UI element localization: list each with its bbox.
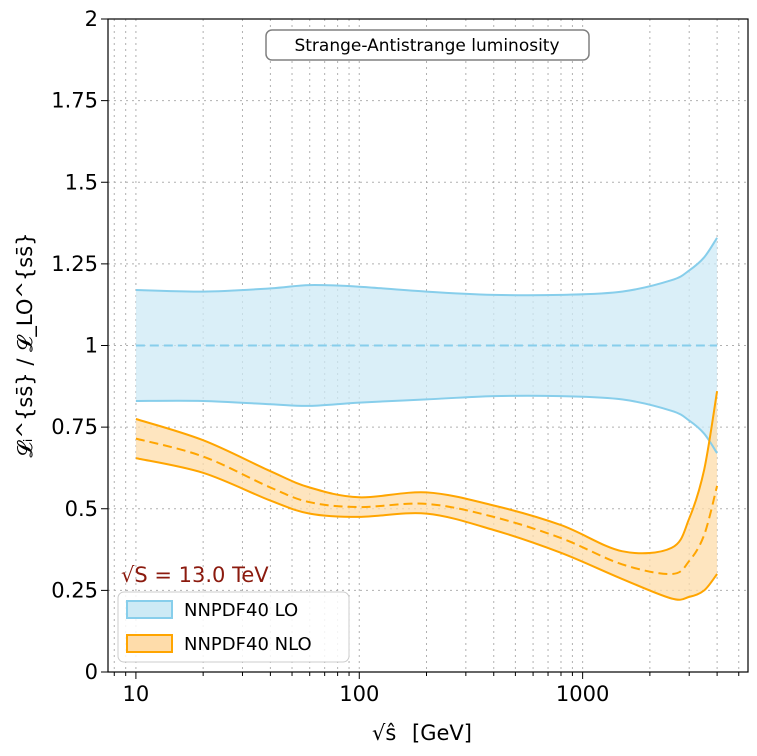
y-tick-label: 2: [85, 7, 98, 31]
y-axis-title: 𝓛ᵢ^{ss̄} / 𝓛_LO^{ss̄}: [13, 232, 38, 457]
y-tick-label: 1.5: [65, 170, 98, 194]
chart-title-box: Strange-Antistrange luminosity: [265, 29, 590, 61]
upper-line-lo: [135, 237, 718, 297]
x-axis-title-unit: [GeV]: [412, 721, 472, 745]
tick-layer: 0 0.25 0.5 0.75 1 1.25 1.5 1.75 2 10 100 1000: [51, 7, 740, 706]
line-layer: [135, 237, 719, 601]
band-nlo: [135, 391, 718, 600]
x-tick-label: 10: [123, 682, 150, 706]
energy-annotation: √S = 13.0 TeV: [121, 563, 269, 587]
x-tick-label: 1000: [556, 682, 609, 706]
y-tick-label: 0: [85, 660, 98, 684]
y-tick-label: 1: [85, 334, 98, 358]
central-line-nlo: [135, 437, 719, 576]
band-layer: [135, 237, 718, 600]
legend-swatch-lo: [126, 600, 173, 619]
band-lo: [135, 237, 718, 454]
chart-title: Strange-Antistrange luminosity: [294, 36, 559, 56]
y-tick-label: 0.5: [65, 497, 98, 521]
y-tick-label: 1.25: [51, 252, 98, 276]
legend-label-lo: NNPDF40 LO: [184, 600, 298, 621]
legend-swatch-nlo: [126, 634, 173, 653]
upper-line-nlo: [135, 391, 719, 555]
legend: NNPDF40 LO NNPDF40 NLO: [117, 591, 350, 663]
lower-line-lo: [135, 394, 718, 454]
y-tick-label: 0.75: [51, 415, 98, 439]
legend-label-nlo: NNPDF40 NLO: [184, 634, 312, 655]
x-axis-title: √ŝ [GeV]: [372, 721, 472, 745]
y-tick-label: 1.75: [51, 89, 98, 113]
x-axis-title-root: √ŝ: [372, 721, 396, 745]
y-tick-label: 0.25: [51, 578, 98, 602]
lower-line-nlo: [135, 457, 718, 601]
x-tick-label: 100: [339, 682, 379, 706]
